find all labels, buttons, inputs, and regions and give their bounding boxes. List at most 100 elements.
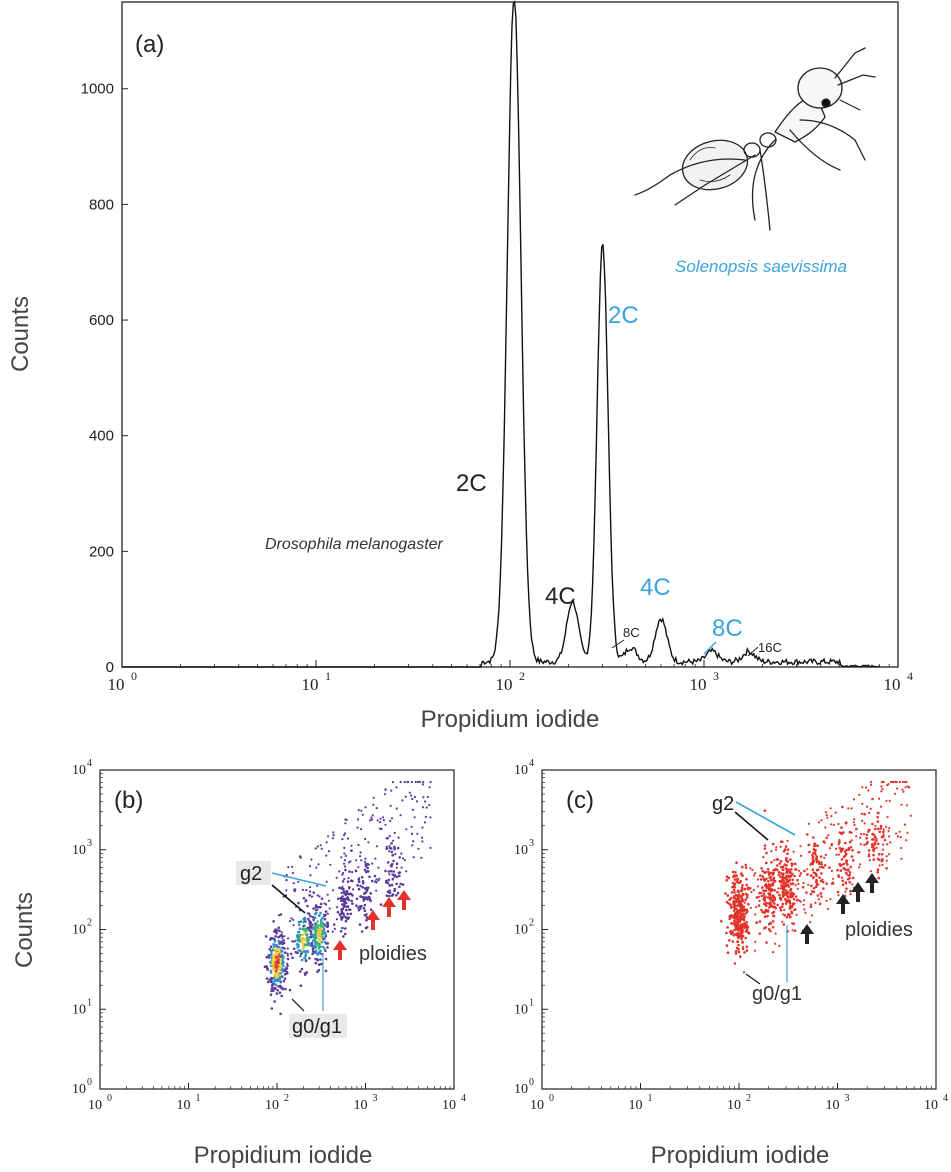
data-point [824, 853, 827, 857]
data-point [851, 859, 855, 862]
data-point [361, 880, 365, 883]
data-point [827, 907, 830, 911]
data-point [322, 945, 325, 949]
data-point [829, 807, 832, 810]
data-point [831, 881, 834, 884]
data-point [876, 827, 880, 831]
data-point [851, 876, 855, 880]
data-point [761, 886, 764, 889]
data-point [774, 848, 778, 851]
data-point [316, 845, 319, 848]
data-point [357, 866, 360, 869]
data-point [416, 780, 420, 784]
data-point [348, 887, 351, 890]
data-point [767, 873, 771, 876]
data-point [301, 947, 305, 951]
data-point [341, 903, 344, 906]
data-point [764, 895, 767, 898]
data-point [774, 932, 777, 935]
data-point [297, 901, 300, 905]
data-point [830, 869, 834, 873]
data-point [365, 870, 368, 874]
data-point [781, 887, 784, 891]
data-point [425, 806, 428, 809]
ss-8c-label: 8C [712, 615, 743, 642]
data-point [344, 927, 347, 930]
data-point [342, 935, 345, 938]
data-point [791, 893, 794, 896]
data-point [786, 848, 790, 851]
red-arrow-icon [366, 910, 380, 930]
data-point [836, 890, 840, 894]
data-point [297, 880, 300, 883]
data-point [744, 866, 748, 869]
data-point [735, 946, 739, 950]
data-point [749, 887, 752, 890]
data-point [278, 935, 281, 938]
data-point [302, 925, 305, 928]
data-point [281, 970, 285, 973]
data-point [300, 967, 304, 971]
panel-a-y-axis: 0 200 400 600 800 1000 [81, 81, 128, 676]
panel-a-x-axis: 10 0 10 1 10 2 10 3 10 4 [108, 660, 913, 694]
data-point [735, 918, 738, 921]
data-point [776, 864, 779, 867]
data-point [898, 780, 902, 784]
data-point [292, 947, 296, 951]
data-point [313, 929, 317, 932]
data-point [399, 882, 403, 886]
data-point [326, 922, 330, 925]
data-point [760, 867, 763, 870]
data-point [318, 950, 322, 953]
data-point [744, 892, 748, 896]
data-point [792, 850, 795, 853]
data-point [741, 865, 744, 869]
data-point [818, 902, 822, 906]
data-point [373, 874, 377, 878]
y-tick-label: 10 [514, 763, 528, 778]
data-point [888, 799, 891, 803]
data-point [324, 935, 327, 938]
data-point [314, 847, 317, 850]
data-point [311, 952, 314, 956]
data-point [399, 814, 402, 817]
data-point [867, 828, 870, 832]
data-point [396, 891, 400, 895]
data-point [730, 916, 734, 919]
y-tick-exponent: 4 [87, 758, 92, 769]
data-point [318, 914, 321, 917]
data-point [782, 913, 785, 916]
data-point [429, 846, 432, 850]
data-point [887, 783, 890, 786]
data-point [738, 935, 742, 938]
data-point [341, 885, 344, 889]
data-point [274, 928, 277, 931]
data-point [773, 898, 776, 902]
data-point [779, 845, 782, 849]
data-point [388, 883, 391, 887]
data-point [332, 834, 335, 837]
data-point [763, 927, 766, 930]
data-point [316, 953, 320, 956]
data-point [280, 964, 283, 968]
data-point [743, 901, 746, 904]
data-point [342, 900, 345, 903]
data-point [311, 915, 315, 919]
data-point [840, 876, 844, 879]
data-point [824, 826, 827, 829]
y-tick-label: 600 [89, 312, 114, 329]
data-point [277, 939, 281, 943]
data-point [324, 957, 328, 961]
arrow-icon [611, 639, 625, 649]
data-point [764, 909, 768, 913]
y-tick-exponent: 3 [529, 838, 534, 849]
data-point [784, 882, 788, 885]
data-point [316, 884, 319, 887]
data-point [323, 923, 326, 926]
data-point [369, 819, 372, 822]
data-point [339, 896, 343, 900]
data-point [844, 852, 848, 856]
black-arrow-icon [836, 894, 850, 914]
data-point [881, 780, 884, 784]
data-point [826, 816, 829, 819]
